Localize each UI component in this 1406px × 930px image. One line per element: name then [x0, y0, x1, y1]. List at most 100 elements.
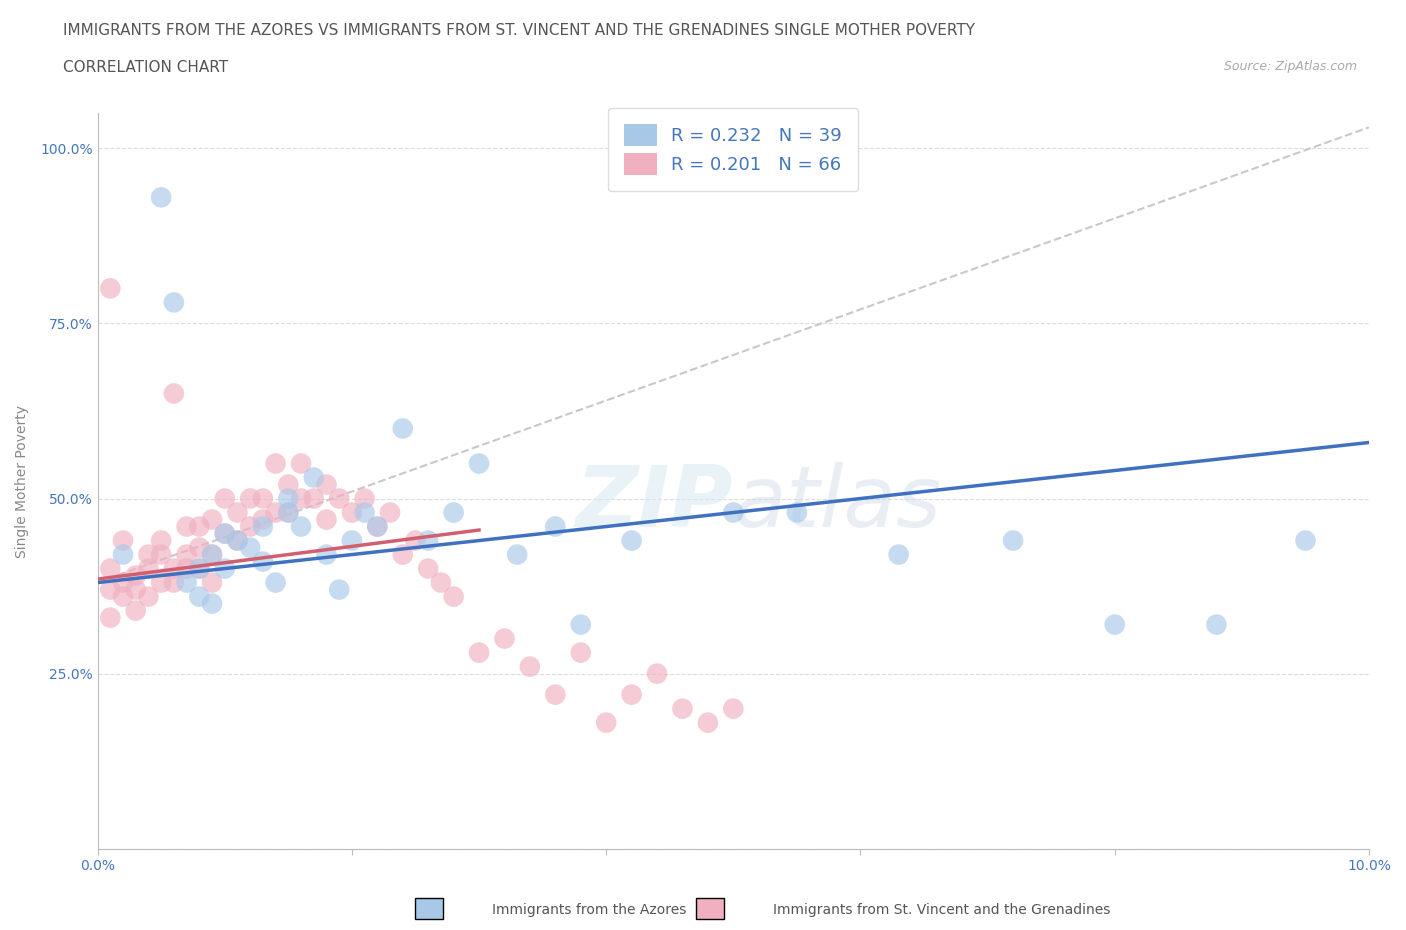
Point [176, 547, 198, 562]
Point [201, 547, 224, 562]
Point [443, 589, 465, 604]
Point [378, 505, 401, 520]
Point [188, 519, 211, 534]
Point [125, 568, 148, 583]
Point [595, 715, 617, 730]
Point [264, 456, 287, 471]
Point [188, 561, 211, 576]
Point [226, 533, 249, 548]
Point [201, 512, 224, 527]
Point [290, 456, 312, 471]
Point [112, 589, 135, 604]
Point [125, 604, 148, 618]
Point [176, 575, 198, 590]
Point [98, 561, 121, 576]
Point [163, 561, 186, 576]
Point [138, 589, 160, 604]
Point [391, 421, 413, 436]
Point [620, 533, 643, 548]
Point [138, 561, 160, 576]
Point [112, 575, 135, 590]
Point [1295, 533, 1317, 548]
Point [188, 561, 211, 576]
Point [1002, 533, 1025, 548]
Text: Source: ZipAtlas.com: Source: ZipAtlas.com [1223, 60, 1357, 73]
Point [328, 582, 350, 597]
Point [176, 561, 198, 576]
Legend: R = 0.232   N = 39, R = 0.201   N = 66: R = 0.232 N = 39, R = 0.201 N = 66 [609, 108, 859, 192]
Point [201, 596, 224, 611]
Point [340, 505, 363, 520]
Text: atlas: atlas [734, 461, 942, 545]
Point [163, 386, 186, 401]
Point [125, 582, 148, 597]
Point [214, 561, 236, 576]
Point [302, 470, 325, 485]
Point [418, 561, 440, 576]
Point [569, 618, 592, 632]
Point [252, 512, 274, 527]
Text: Immigrants from the Azores: Immigrants from the Azores [492, 902, 686, 917]
Text: ZIP: ZIP [575, 461, 734, 545]
Point [138, 547, 160, 562]
Point [277, 491, 299, 506]
Point [353, 491, 375, 506]
Point [786, 505, 808, 520]
Point [404, 533, 426, 548]
Point [150, 190, 173, 205]
Point [544, 687, 567, 702]
Point [290, 491, 312, 506]
Point [239, 491, 262, 506]
Point [214, 526, 236, 541]
Point [443, 505, 465, 520]
Point [696, 715, 718, 730]
Point [315, 477, 337, 492]
Point [430, 575, 453, 590]
Point [188, 589, 211, 604]
Point [315, 547, 337, 562]
Point [239, 519, 262, 534]
Point [252, 519, 274, 534]
Point [418, 533, 440, 548]
Point [188, 540, 211, 555]
Point [163, 575, 186, 590]
Point [645, 666, 668, 681]
Point [328, 491, 350, 506]
Point [366, 519, 388, 534]
Point [150, 575, 173, 590]
Point [264, 575, 287, 590]
Point [112, 533, 135, 548]
Point [98, 582, 121, 597]
Point [252, 554, 274, 569]
Point [214, 491, 236, 506]
Point [340, 533, 363, 548]
Point [290, 519, 312, 534]
Point [176, 519, 198, 534]
Point [226, 505, 249, 520]
Point [494, 631, 516, 646]
Point [163, 295, 186, 310]
Point [468, 645, 491, 660]
Point [98, 281, 121, 296]
Point [723, 701, 745, 716]
Point [201, 575, 224, 590]
Point [277, 477, 299, 492]
Point [252, 491, 274, 506]
Text: CORRELATION CHART: CORRELATION CHART [63, 60, 228, 75]
Point [353, 505, 375, 520]
Point [620, 687, 643, 702]
Point [1104, 618, 1126, 632]
Point [887, 547, 910, 562]
Point [468, 456, 491, 471]
Point [226, 533, 249, 548]
Point [277, 505, 299, 520]
Point [214, 526, 236, 541]
Text: IMMIGRANTS FROM THE AZORES VS IMMIGRANTS FROM ST. VINCENT AND THE GRENADINES SIN: IMMIGRANTS FROM THE AZORES VS IMMIGRANTS… [63, 23, 976, 38]
Point [1205, 618, 1227, 632]
Point [544, 519, 567, 534]
Point [671, 701, 693, 716]
Point [112, 547, 135, 562]
Point [506, 547, 529, 562]
Point [519, 659, 541, 674]
Point [366, 519, 388, 534]
